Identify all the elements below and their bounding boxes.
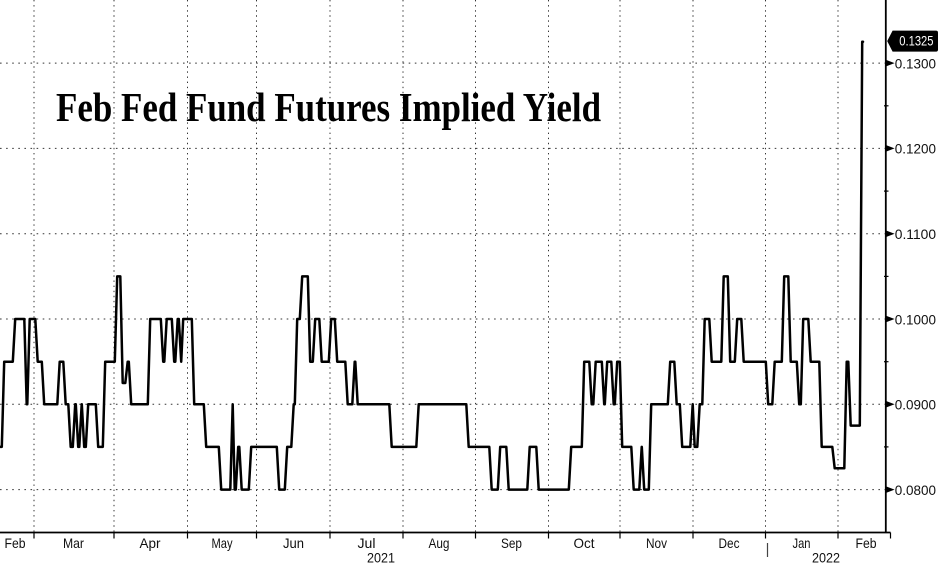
svg-text:2022: 2022 [812,550,840,563]
svg-text:Oct: Oct [574,535,595,551]
svg-text:2021: 2021 [367,550,395,563]
svg-text:Apr: Apr [140,535,161,551]
svg-text:0.1200: 0.1200 [895,141,936,157]
svg-text:Jan: Jan [793,535,811,551]
svg-text:Jun: Jun [283,535,304,551]
svg-text:May: May [212,535,233,551]
svg-text:0.0900: 0.0900 [895,397,936,413]
svg-text:0.1325: 0.1325 [899,33,933,49]
svg-text:Feb: Feb [5,535,26,551]
svg-text:Sep: Sep [501,535,522,551]
svg-text:0.1100: 0.1100 [895,226,936,242]
svg-text:0.1000: 0.1000 [895,311,936,327]
svg-text:0.1300: 0.1300 [895,55,936,71]
svg-text:Feb Fed Fund Futures Implied Y: Feb Fed Fund Futures Implied Yield [56,84,601,130]
svg-text:Nov: Nov [646,535,667,551]
svg-text:Jul: Jul [358,535,376,551]
svg-text:0.0800: 0.0800 [895,482,936,498]
svg-text:Mar: Mar [63,535,84,551]
svg-text:Feb: Feb [856,535,877,551]
svg-text:Dec: Dec [719,535,740,551]
svg-text:Aug: Aug [429,535,450,551]
